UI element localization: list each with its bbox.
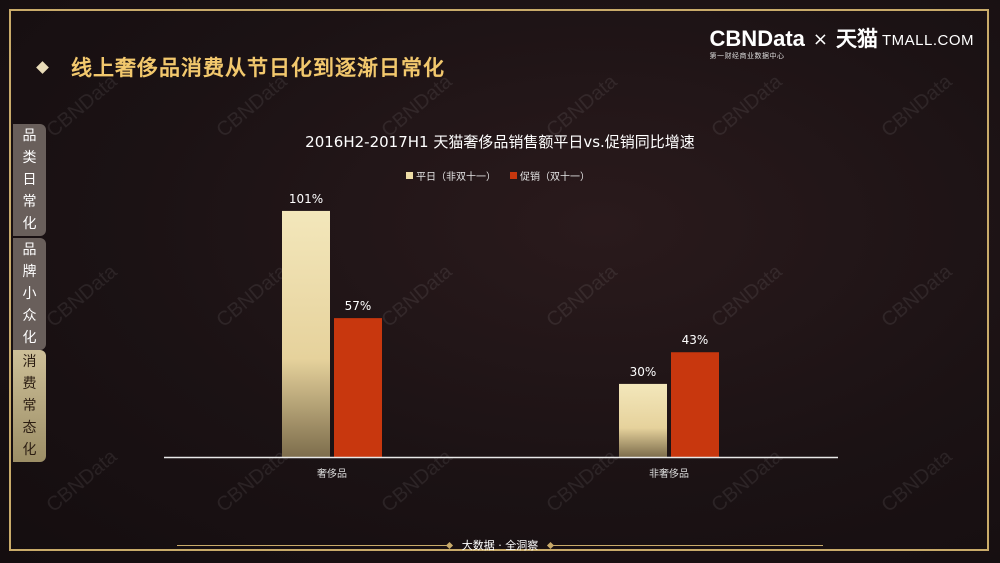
- bar-weekday-1: [282, 210, 330, 457]
- side-tab-1[interactable]: 品类日常化: [13, 124, 46, 236]
- footer-line-left: [176, 544, 447, 546]
- legend-swatch-weekday: [406, 172, 413, 179]
- cbndata-subtitle: 第一财经商业数据中心: [709, 52, 785, 60]
- legend-label-weekday: 平日（非双十一）: [416, 172, 496, 183]
- tmall-logo-cn: 天猫: [835, 27, 878, 51]
- footer-dot-right: [547, 541, 555, 549]
- footer-line-right: [553, 544, 824, 546]
- chart-legend: 平日（非双十一） 促销（双十一）: [406, 168, 604, 183]
- legend-item-weekday: 平日（非双十一）: [406, 168, 496, 183]
- bar-promo-1: [334, 318, 382, 457]
- side-tab-3[interactable]: 消费常态化: [13, 350, 46, 462]
- brand-cross: ×: [812, 29, 828, 50]
- footer-dot-left: [445, 541, 453, 549]
- bar-weekday-2: [619, 383, 667, 457]
- chart-title: 2016H2-2017H1 天猫奢侈品销售额平日vs.促销同比增速: [305, 133, 695, 151]
- legend-label-promo: 促销（双十一）: [520, 172, 590, 183]
- data-label-weekday-2: 30%: [630, 365, 657, 379]
- footer: 大数据 · 全洞察: [0, 537, 1000, 553]
- footer-text: 大数据 · 全洞察: [461, 539, 539, 552]
- cbndata-name: CBNData: [709, 26, 805, 51]
- data-label-weekday-1: 101%: [289, 192, 323, 206]
- x-tick-label-1: 奢侈品: [317, 467, 347, 480]
- tmall-logo-en: TMALL.COM: [881, 32, 974, 49]
- bar-promo-2: [671, 352, 719, 457]
- side-tab-2[interactable]: 品牌小众化: [13, 238, 46, 350]
- data-label-promo-2: 43%: [682, 333, 709, 347]
- legend-item-promo: 促销（双十一）: [510, 168, 590, 183]
- x-tick-label-2: 非奢侈品: [649, 467, 689, 480]
- legend-swatch-promo: [510, 172, 517, 179]
- brand-logo: CBNData 第一财经商业数据中心 × 天猫 TMALL.COM: [710, 28, 974, 61]
- cbndata-logo: CBNData 第一财经商业数据中心: [710, 28, 805, 61]
- data-label-promo-1: 57%: [345, 299, 372, 313]
- title-row: 线上奢侈品消费从节日化到逐渐日常化: [36, 52, 445, 82]
- page-title: 线上奢侈品消费从节日化到逐渐日常化: [71, 56, 445, 80]
- slide-frame: [9, 9, 989, 551]
